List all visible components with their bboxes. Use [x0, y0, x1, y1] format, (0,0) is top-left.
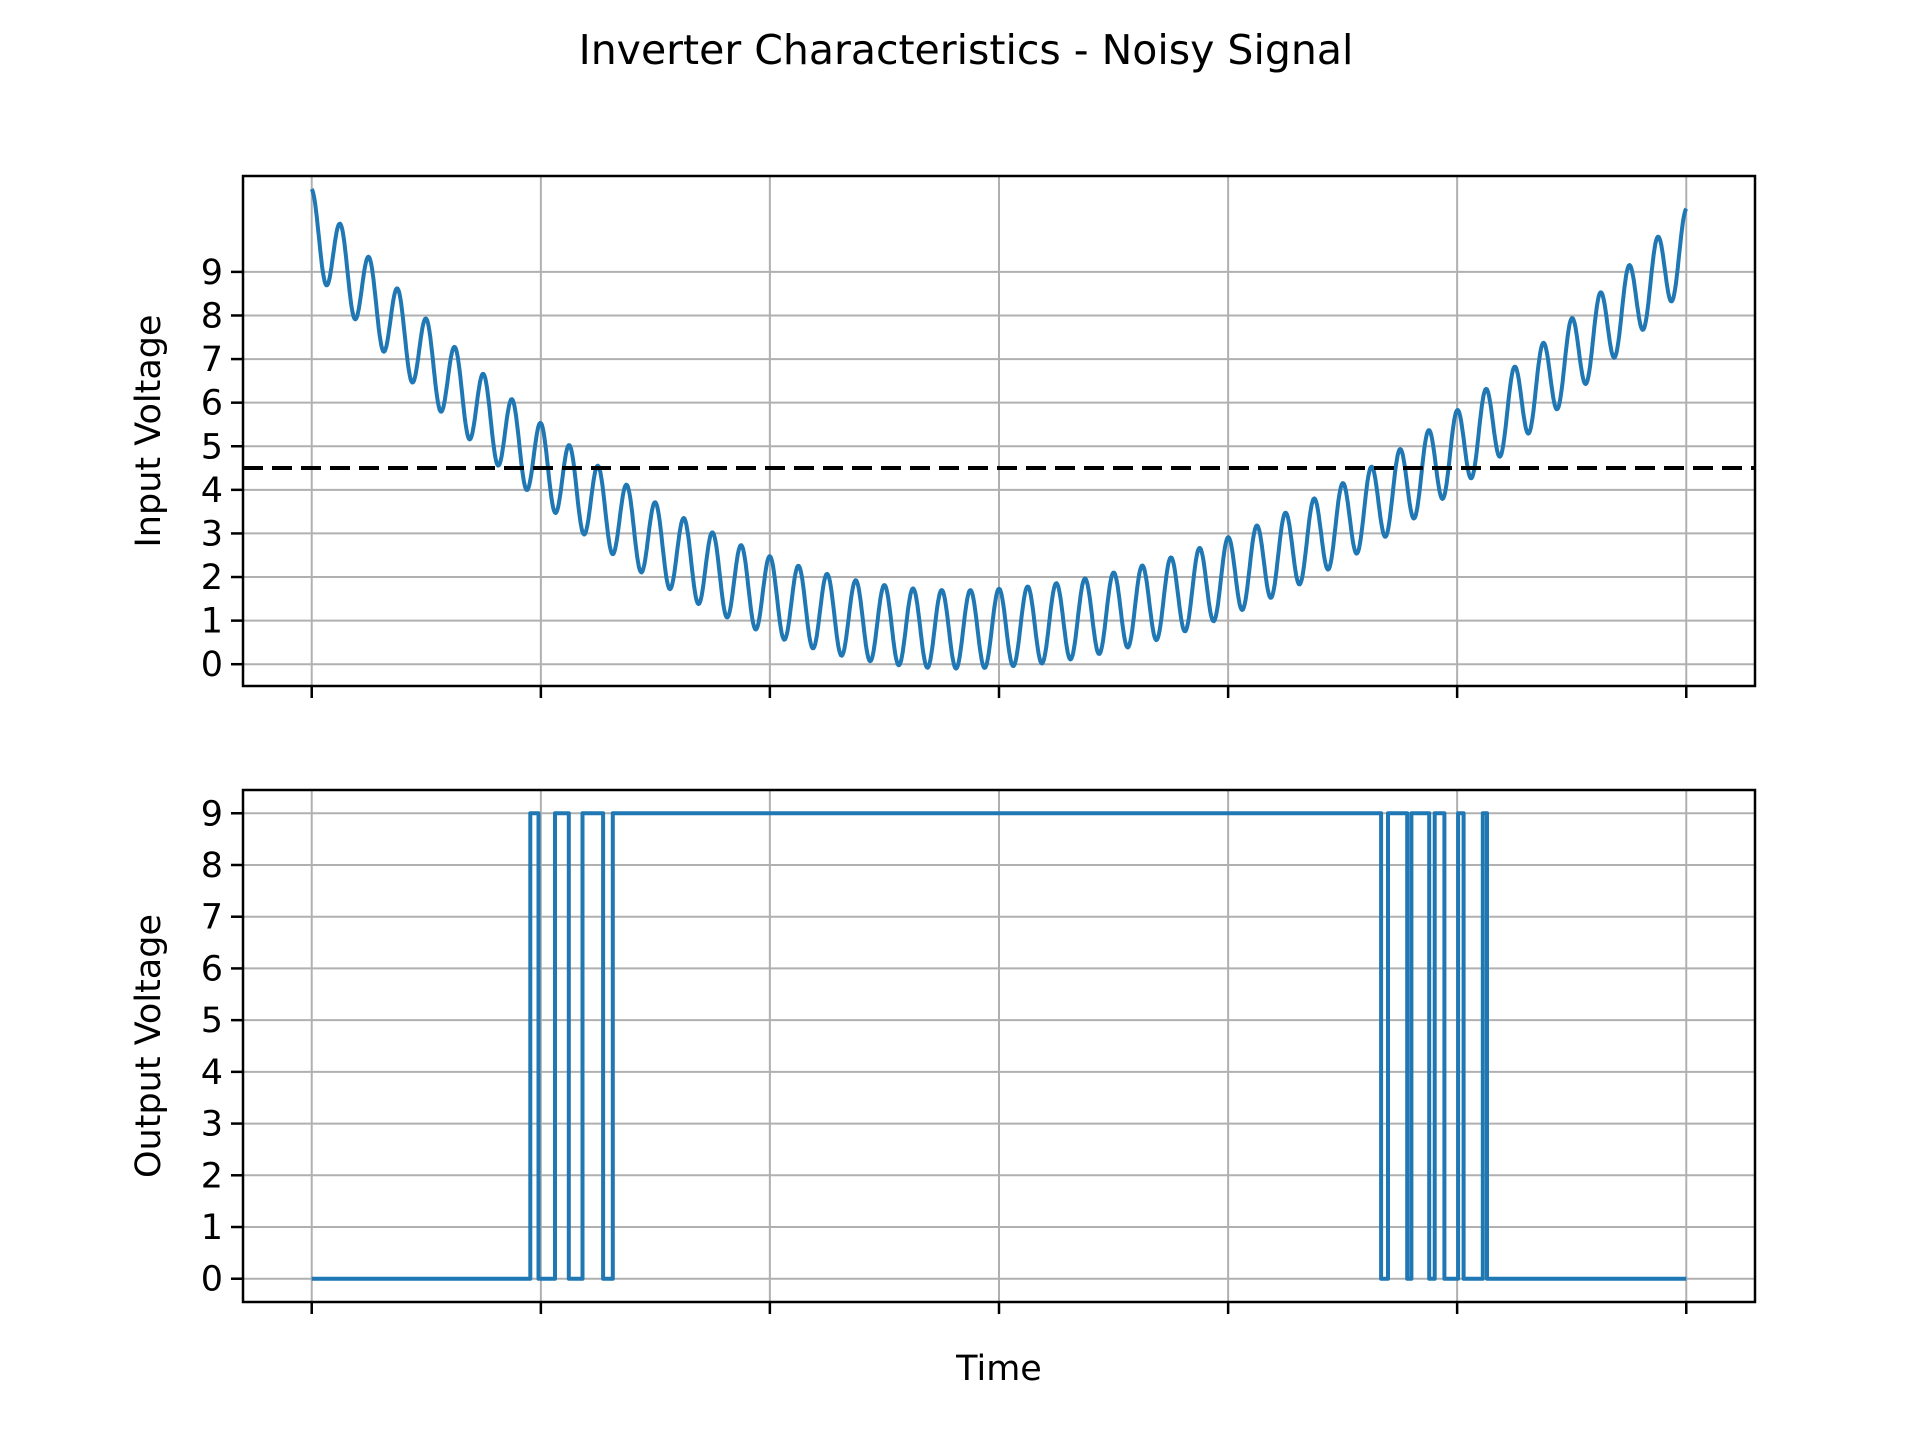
y-axis-label-top: Input Voltage: [129, 314, 169, 547]
y-axis-label-bottom: Output Voltage: [129, 914, 169, 1178]
x-axis-label: Time: [955, 1349, 1042, 1389]
y-tick-label: 6: [201, 384, 223, 424]
y-tick-label: 3: [201, 514, 223, 554]
y-tick-label: 6: [201, 949, 223, 989]
y-tick-label: 2: [201, 1156, 223, 1196]
panel-bottom: 0 1 2 3 4 5 6 7 8 9 Output Voltage Time: [129, 788, 1757, 1389]
y-tick-label: 4: [201, 1053, 223, 1093]
y-tick-label: 1: [201, 602, 223, 642]
y-tick-label: 3: [201, 1105, 223, 1145]
series-line-bottom: [311, 811, 1687, 1281]
y-tick-label: 9: [201, 253, 223, 293]
y-tick-label: 8: [201, 846, 223, 886]
grid-bottom: [243, 790, 1755, 1302]
y-tick-label: 4: [201, 471, 223, 511]
y-tick-label: 8: [201, 296, 223, 336]
y-tick-label: 5: [201, 427, 223, 467]
y-tick-label: 7: [201, 898, 223, 938]
y-tick-label: 0: [201, 645, 223, 685]
chart-title: Inverter Characteristics - Noisy Signal: [579, 26, 1354, 74]
y-tick-label: 7: [201, 340, 223, 380]
series-line-top: [309, 188, 1689, 671]
y-tick-label: 9: [201, 794, 223, 834]
y-tick-label: 1: [201, 1208, 223, 1248]
y-tick-label: 0: [201, 1260, 223, 1300]
y-tick-label: 5: [201, 1001, 223, 1041]
y-tick-label: 2: [201, 558, 223, 598]
